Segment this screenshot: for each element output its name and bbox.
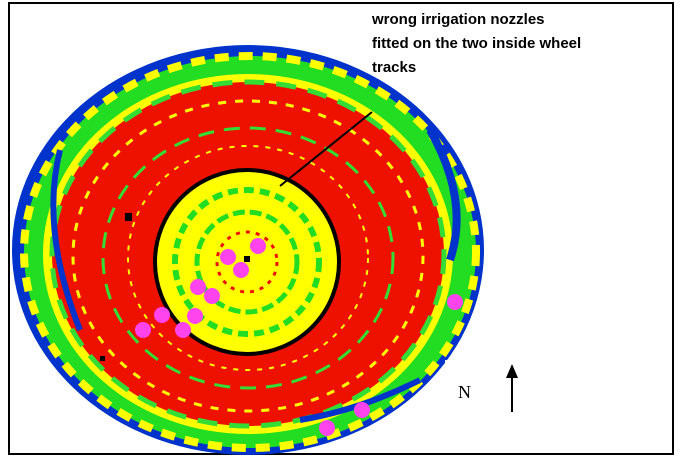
annotation-line: fitted on the two inside wheel xyxy=(372,35,581,52)
leader-line xyxy=(279,111,373,187)
annotation-line: tracks xyxy=(372,59,416,76)
field xyxy=(12,45,484,455)
compass-box xyxy=(445,360,535,420)
compass-label: N xyxy=(458,382,471,402)
sample-points xyxy=(135,238,463,436)
compass-arrowhead xyxy=(506,364,518,378)
annotation-line: wrong irrigation nozzles xyxy=(371,11,545,28)
